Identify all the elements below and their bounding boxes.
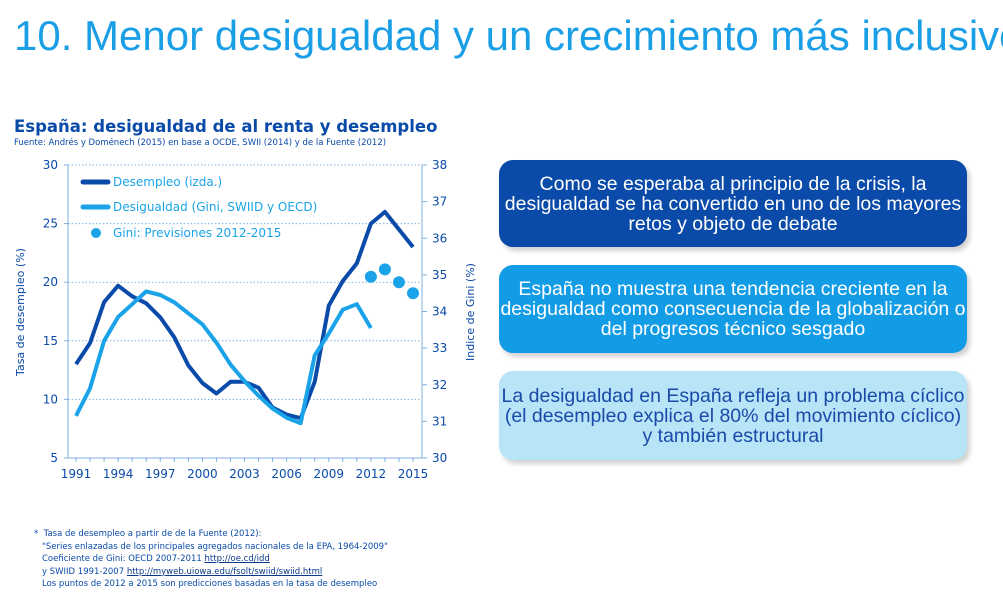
legend-label: Gini: Previsiones 2012-2015 (113, 226, 281, 240)
footnotes: * Tasa de desempleo a partir de de la Fu… (34, 528, 388, 591)
callout-box-crisis: Como se esperaba al principio de la cris… (499, 160, 967, 247)
chart-title: España: desigualdad de al renta y desemp… (14, 117, 438, 136)
footnote-line: "Series enlazadas de los principales agr… (42, 541, 388, 552)
footnote-line: y SWIID 1991-2007 (42, 566, 127, 577)
y2-tick-label: 34 (432, 305, 447, 319)
chart: 5 10 15 20 25 30 30 31 32 33 34 35 36 37 38 1991 1994 199… (14, 158, 477, 481)
y2-axis-label: Indice de Gini (%) (464, 263, 477, 361)
y2-tick-label: 37 (432, 195, 447, 209)
x-tick-label: 2009 (313, 467, 344, 481)
y2-tick-label: 32 (432, 378, 447, 392)
callout-box-cyclical: La desigualdad en España refleja un prob… (499, 371, 967, 460)
y2-tick-label: 38 (432, 158, 447, 172)
x-tick-label: 1991 (61, 467, 92, 481)
y2-tick-label: 36 (432, 231, 447, 245)
callout-box-globalization: España no muestra una tendencia crecient… (499, 265, 967, 353)
gini-forecast-point (378, 263, 391, 276)
footnote-line: Coeficiente de Gini: OECD 2007-2011 (42, 554, 205, 564)
y2-tick-label: 31 (432, 414, 447, 428)
y-tick-label: 10 (43, 392, 58, 406)
y-tick-label: 15 (43, 334, 58, 348)
x-tick-label: 2000 (187, 467, 218, 481)
oecd-link[interactable]: http://oe.cd/idd (204, 554, 270, 564)
x-tick-label: 1997 (145, 467, 176, 481)
footnote-line: Tasa de desempleo a partir de de la Fuen… (43, 529, 262, 539)
gini-forecast-point (392, 276, 405, 289)
legend-label: Desempleo (izda.) (113, 175, 222, 189)
swiid-link[interactable]: http://myweb.uiowa.edu/fsolt/swiid/swiid… (126, 566, 323, 577)
y2-tick-label: 35 (432, 268, 447, 282)
page-title: 10. Menor desigualdad y un crecimiento m… (14, 12, 1003, 59)
y-tick-label: 25 (43, 217, 58, 231)
y-tick-label: 30 (43, 158, 58, 172)
footnote-line: Los puntos de 2012 a 2015 son prediccion… (42, 579, 378, 589)
gini-forecast-point (407, 287, 419, 300)
x-tick-label: 2015 (398, 467, 429, 481)
x-tick-label: 2012 (356, 467, 387, 481)
footnote-bullet: * (34, 529, 39, 539)
legend-label: Desigualdad (Gini, SWIID y OECD) (113, 200, 317, 214)
y2-tick-label: 33 (432, 341, 447, 355)
chart-source: Fuente: Andrés y Doménech (2015) en base… (14, 138, 387, 148)
y2-tick-label: 30 (432, 451, 447, 465)
x-tick-label: 1994 (103, 467, 134, 481)
y-axis-label: Tasa de desempleo (%) (14, 248, 27, 377)
y-tick-label: 20 (43, 275, 58, 289)
x-tick-label: 2006 (271, 467, 302, 481)
gini-forecast-point (364, 270, 377, 283)
x-tick-label: 2003 (229, 467, 260, 481)
inequality-line (74, 289, 373, 426)
y-tick-label: 5 (50, 451, 58, 465)
legend-marker (91, 228, 101, 238)
